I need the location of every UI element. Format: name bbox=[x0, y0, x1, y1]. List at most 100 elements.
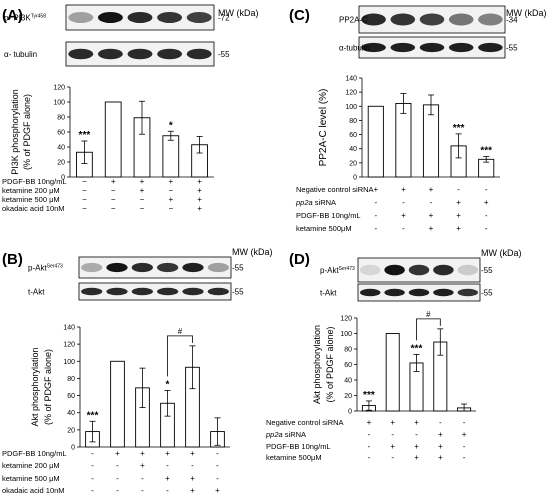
blot-band bbox=[131, 262, 153, 273]
panel-c: (C) MW (kDa) PP2A-C -34 α-tubulin -55 0 20 40 60 8… bbox=[289, 5, 547, 233]
condition-sign: + bbox=[429, 185, 434, 194]
condition-sign: - bbox=[402, 224, 405, 233]
blot-band bbox=[68, 48, 94, 60]
condition-label: ketamine 500μM bbox=[266, 453, 322, 462]
blot-row-0 bbox=[78, 256, 232, 279]
condition-sign: − bbox=[82, 177, 87, 186]
y-tick-label: 20 bbox=[349, 160, 357, 167]
condition-sign: - bbox=[439, 418, 442, 427]
blot-superscript: Ser473 bbox=[339, 266, 355, 272]
blot-label: α- tubulin bbox=[4, 50, 37, 59]
y-axis-title: PP2A-C level (%) bbox=[318, 89, 329, 167]
condition-sign: − bbox=[140, 195, 145, 204]
significance-marker: * bbox=[169, 120, 173, 131]
blot-band bbox=[448, 13, 474, 26]
blot-label: p- PI3KTyr458 bbox=[4, 14, 46, 23]
blot-band bbox=[433, 264, 454, 276]
blot-band bbox=[97, 48, 123, 60]
condition-sign: + bbox=[484, 198, 489, 207]
condition-label: pp2a siRNA bbox=[295, 198, 336, 207]
condition-sign: + bbox=[197, 204, 202, 213]
blot-band bbox=[81, 262, 103, 273]
condition-sign: - bbox=[116, 486, 119, 495]
condition-label-italic: pp2a bbox=[295, 198, 313, 207]
condition-label-rest: siRNA bbox=[283, 430, 306, 439]
significance-marker: *** bbox=[363, 390, 375, 401]
y-tick-label: 140 bbox=[63, 325, 75, 332]
y-axis-subtitle: (% of PDGF alone) bbox=[43, 349, 53, 425]
condition-sign: - bbox=[391, 430, 394, 439]
significance-marker: *** bbox=[411, 343, 423, 354]
condition-label: Negative control siRNA bbox=[296, 185, 374, 194]
blot-label: t-Akt bbox=[28, 288, 45, 297]
y-tick-label: 20 bbox=[57, 160, 65, 167]
condition-label: okadaic acid 10nM bbox=[2, 486, 65, 495]
blot-band bbox=[186, 12, 212, 23]
blot-band bbox=[106, 287, 128, 296]
condition-sign: + bbox=[140, 186, 145, 195]
y-axis-title: Akt phosphorylation bbox=[30, 347, 40, 426]
condition-sign: + bbox=[215, 486, 220, 495]
y-axis-title: PI3K phosphorylation bbox=[10, 89, 20, 175]
bracket-label: # bbox=[426, 310, 431, 319]
mw-header: MW (kDa) bbox=[218, 8, 259, 18]
mw-header: MW (kDa) bbox=[506, 8, 547, 18]
blot-band bbox=[127, 12, 153, 23]
condition-sign: + bbox=[165, 449, 170, 458]
y-tick-label: 60 bbox=[67, 393, 75, 400]
bar bbox=[162, 135, 180, 178]
mw-mark: -55 bbox=[232, 288, 244, 297]
condition-sign: + bbox=[429, 224, 434, 233]
significance-marker: * bbox=[166, 379, 170, 390]
y-tick-label: 40 bbox=[67, 410, 75, 417]
y-tick-label: 80 bbox=[344, 347, 352, 354]
bar bbox=[104, 101, 122, 178]
condition-sign: + bbox=[197, 177, 202, 186]
condition-sign: - bbox=[485, 224, 488, 233]
condition-label: PDGF-BB 10ng/mL bbox=[296, 211, 361, 220]
condition-sign: - bbox=[91, 449, 94, 458]
blot-band bbox=[408, 288, 430, 297]
bar bbox=[385, 333, 400, 412]
condition-sign: + bbox=[190, 486, 195, 495]
condition-sign: - bbox=[415, 430, 418, 439]
blot-band bbox=[390, 42, 416, 53]
bar bbox=[422, 104, 440, 178]
condition-sign: - bbox=[216, 449, 219, 458]
condition-sign: - bbox=[391, 453, 394, 462]
condition-sign: - bbox=[463, 418, 466, 427]
condition-label-italic: pp2a bbox=[265, 430, 283, 439]
blot-band bbox=[157, 48, 183, 60]
condition-label-rest: siRNA bbox=[313, 198, 336, 207]
mw-mark: -72 bbox=[218, 14, 230, 23]
condition-sign: − bbox=[82, 186, 87, 195]
condition-sign: - bbox=[191, 461, 194, 470]
y-tick-label: 40 bbox=[57, 145, 65, 152]
significance-bracket: # bbox=[167, 327, 193, 377]
bracket-line bbox=[416, 318, 441, 341]
significance-marker: *** bbox=[480, 145, 492, 156]
blot-band bbox=[186, 48, 212, 60]
condition-sign: + bbox=[197, 186, 202, 195]
mw-mark: -34 bbox=[506, 16, 518, 25]
condition-sign: + bbox=[165, 474, 170, 483]
mw-mark: -55 bbox=[506, 44, 518, 53]
condition-sign: - bbox=[91, 486, 94, 495]
condition-sign: + bbox=[367, 418, 372, 427]
mw-mark: -55 bbox=[481, 289, 493, 298]
mw-mark: -55 bbox=[218, 50, 230, 59]
condition-sign: + bbox=[462, 430, 467, 439]
condition-sign: - bbox=[430, 198, 433, 207]
condition-sign: + bbox=[401, 185, 406, 194]
condition-sign: - bbox=[374, 211, 377, 220]
y-tick-label: 20 bbox=[67, 427, 75, 434]
mw-header: MW (kDa) bbox=[232, 247, 273, 257]
condition-sign: + bbox=[456, 211, 461, 220]
condition-sign: + bbox=[197, 195, 202, 204]
blot-label: p-AktSer473 bbox=[320, 266, 355, 275]
condition-sign: - bbox=[166, 486, 169, 495]
y-tick-label: 80 bbox=[57, 115, 65, 122]
condition-sign: - bbox=[368, 442, 371, 451]
condition-sign: - bbox=[216, 474, 219, 483]
blot-band bbox=[384, 264, 405, 276]
